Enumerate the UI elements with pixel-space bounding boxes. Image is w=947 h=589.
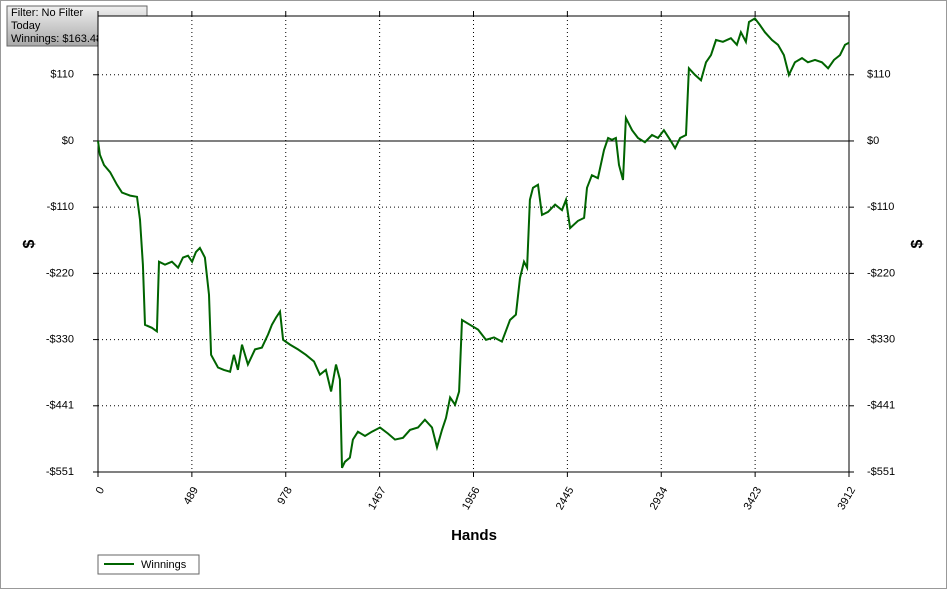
y-tick-label: $110: [50, 69, 74, 81]
y2-tick-label: -$551: [867, 466, 895, 478]
y2-tick-label: -$330: [867, 333, 895, 345]
y-tick-label: -$551: [46, 466, 74, 478]
y2-tick-label: $110: [867, 69, 891, 81]
y-tick-label: -$441: [46, 400, 74, 412]
info-line: Winnings: $163.48: [11, 33, 102, 45]
y-axis-title: $: [21, 239, 38, 248]
y-tick-label: -$220: [46, 267, 74, 279]
y2-axis-title: $: [909, 239, 926, 248]
y2-tick-label: -$110: [867, 201, 894, 213]
y-tick-label: -$110: [47, 201, 74, 213]
info-line: Today: [11, 20, 41, 32]
y2-tick-label: -$220: [867, 267, 895, 279]
x-tick-label: 0: [94, 485, 107, 496]
legend: [97, 554, 200, 575]
info-line: Filter: No Filter: [11, 7, 83, 19]
x-axis-title: Hands: [451, 527, 497, 544]
y2-tick-label: $0: [867, 135, 879, 147]
y-tick-label: $0: [62, 135, 74, 147]
y2-tick-label: -$441: [867, 400, 895, 412]
series-line: [97, 17, 850, 469]
legend-label: Winnings: [141, 559, 187, 571]
y-tick-label: -$330: [46, 333, 74, 345]
